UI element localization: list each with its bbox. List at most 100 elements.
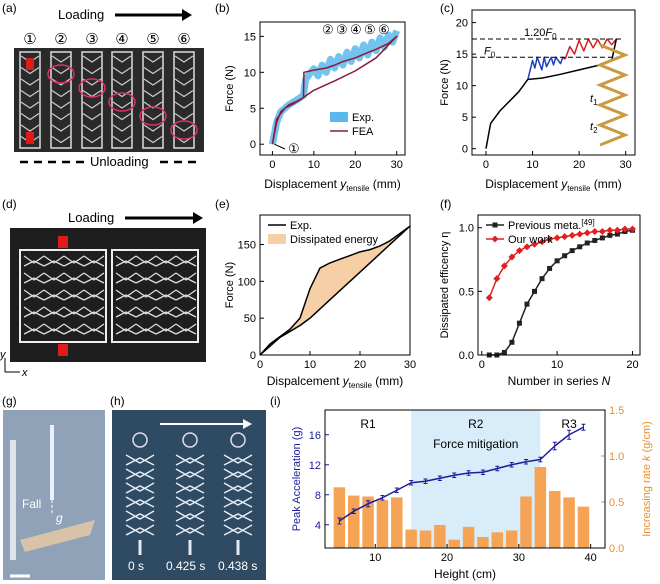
- legend-swatch: [268, 234, 286, 244]
- label-part: 1.20: [524, 27, 545, 39]
- y-tick-label: 15: [244, 31, 256, 43]
- step-label: ②: [54, 31, 67, 48]
- x-tick-label: 0: [269, 159, 275, 171]
- x-tick-label: 20: [441, 552, 453, 564]
- error-bar: [524, 459, 529, 465]
- label-part: (mm): [590, 177, 621, 191]
- lattice: [51, 55, 71, 144]
- x-tick-label: 0: [479, 359, 485, 371]
- top-mount: [230, 432, 246, 448]
- plot-frame: [471, 9, 636, 156]
- arrow-up: [58, 236, 68, 248]
- y-tick-label: 15: [456, 49, 468, 61]
- g-label: g: [56, 511, 63, 525]
- annotation: ③: [336, 22, 348, 37]
- cell: [23, 255, 45, 267]
- line: [268, 29, 401, 145]
- specimen: [173, 51, 195, 149]
- error-bar: [552, 441, 557, 451]
- marker: [592, 237, 598, 243]
- marker: [501, 349, 507, 355]
- line: [271, 35, 398, 145]
- y-tick-label: 50: [244, 313, 256, 325]
- panel-label: (a): [2, 1, 17, 15]
- label-part: 0: [552, 32, 557, 41]
- axis-label: Dissipated efficency η: [439, 232, 451, 339]
- inset-structure: [595, 43, 630, 147]
- step-label: ⑥: [177, 31, 190, 48]
- y-tick-label: 10: [244, 67, 256, 79]
- y-tick-label: 1.0: [459, 223, 474, 235]
- marker: [591, 228, 599, 236]
- x-tick-label: 30: [391, 159, 403, 171]
- specimen: [19, 51, 41, 149]
- marker: [606, 226, 614, 234]
- time-label: 0.438 s: [218, 559, 257, 573]
- marker: [516, 320, 522, 326]
- label-part: Increasing rate: [641, 461, 653, 537]
- cell: [43, 272, 65, 284]
- cell: [115, 289, 137, 301]
- fall-label: Fall: [22, 497, 41, 511]
- y-tick-label: 5: [462, 112, 468, 124]
- label-part: (mm): [369, 177, 400, 191]
- label-part: y: [342, 374, 350, 388]
- label-part: Number in series: [508, 374, 602, 388]
- plot-frame: [477, 214, 641, 356]
- x-tick-label: 10: [369, 552, 381, 564]
- panel-label: (b): [215, 1, 230, 15]
- marker: [562, 253, 568, 259]
- label-part: k: [641, 455, 653, 461]
- y2-tick-label: 1.0: [609, 451, 624, 463]
- specimens-a: [19, 51, 198, 149]
- axis-y: y: [0, 349, 7, 361]
- cell: [43, 323, 65, 335]
- annotation: ④: [350, 22, 362, 37]
- legend-text: Exp.: [352, 112, 374, 124]
- region-label: R1: [360, 417, 376, 431]
- marker: [583, 229, 591, 237]
- highlight: [108, 92, 136, 112]
- highlight: [78, 78, 106, 98]
- y2-tick-label: 0.0: [609, 543, 624, 555]
- top-mount: [132, 432, 148, 448]
- bar: [534, 467, 547, 548]
- x-tick-label: 30: [513, 552, 525, 564]
- marker: [500, 262, 508, 270]
- specimen: [19, 249, 107, 343]
- y-tick-label: 16: [309, 430, 321, 442]
- bar: [505, 530, 518, 548]
- bar: [434, 525, 446, 548]
- axis-label: Increasing rate k (g/cm): [641, 421, 653, 537]
- cell: [83, 255, 105, 267]
- legend-swatch: [330, 112, 348, 122]
- panel-label: (f): [440, 197, 451, 211]
- cell: [175, 323, 197, 335]
- cell: [115, 306, 137, 318]
- annotation: ①: [288, 141, 300, 156]
- step-label: ⑤: [146, 31, 159, 48]
- axis-label: F0: [484, 45, 496, 59]
- label-part: 1: [593, 98, 598, 107]
- bar: [448, 539, 460, 548]
- cell: [43, 289, 65, 301]
- x-tick-label: 10: [304, 359, 316, 371]
- marker: [621, 225, 629, 233]
- x-tick-label: 40: [585, 552, 597, 564]
- marker: [568, 231, 576, 239]
- marker: [553, 234, 561, 242]
- x-tick-label: 20: [349, 159, 361, 171]
- error-bar: [480, 469, 485, 475]
- y-tick-label: 8: [315, 490, 321, 502]
- error-bar: [495, 465, 500, 472]
- marker: [614, 231, 620, 237]
- label-part: tensile: [567, 184, 591, 193]
- region-label: R2: [468, 417, 484, 431]
- bar: [520, 496, 532, 548]
- cell: [83, 323, 105, 335]
- marker: [576, 230, 584, 238]
- x-tick-label: 10: [308, 159, 320, 171]
- cell: [155, 289, 177, 301]
- bar: [577, 506, 590, 548]
- line: [489, 229, 633, 356]
